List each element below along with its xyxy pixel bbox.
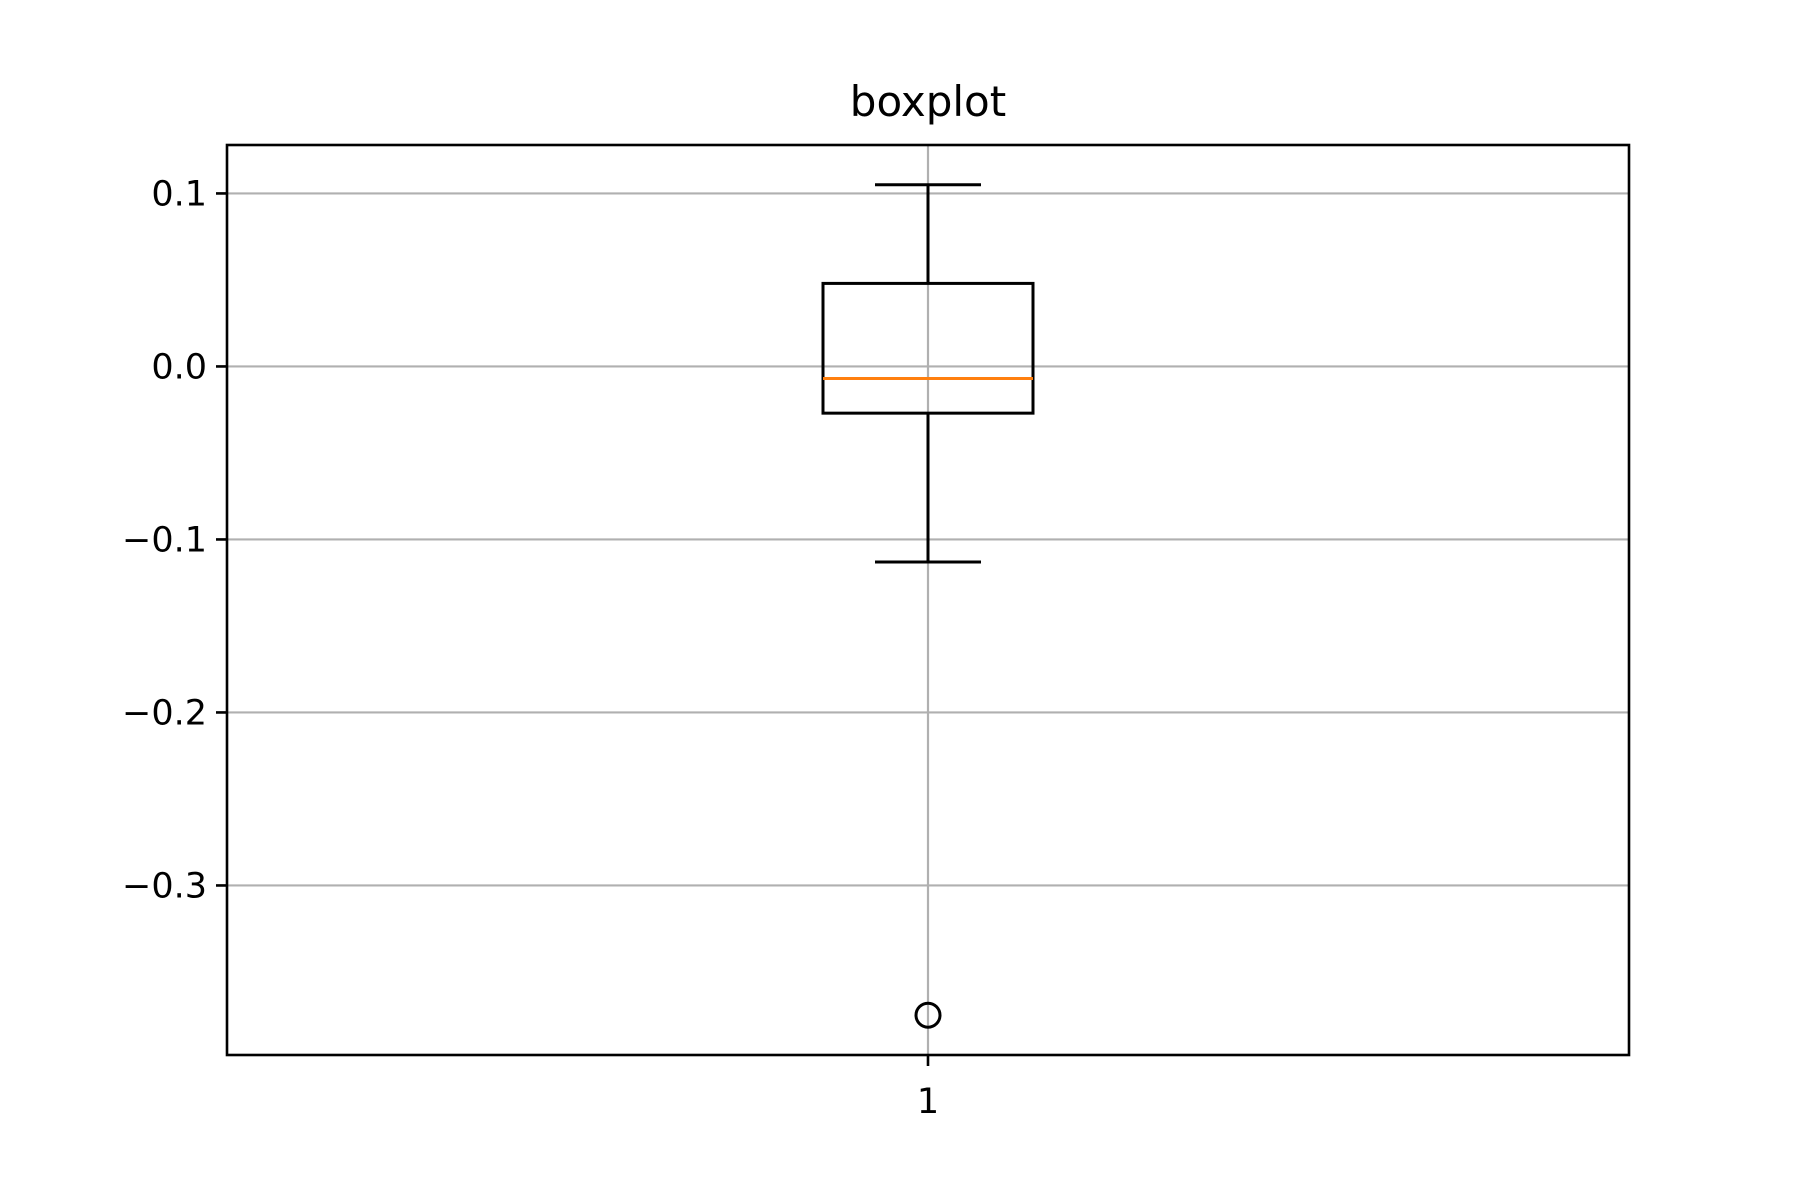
y-tick-label: 0.0 bbox=[151, 347, 207, 387]
outlier-point bbox=[914, 1001, 942, 1029]
x-tick-label: 1 bbox=[917, 1082, 939, 1122]
y-tick-label: 0.1 bbox=[151, 174, 207, 214]
y-tick-label: −0.3 bbox=[122, 866, 207, 906]
y-tick-label: −0.1 bbox=[122, 520, 207, 560]
box-iqr bbox=[821, 281, 1035, 415]
marks-layer bbox=[821, 183, 1035, 1029]
ticks-layer: 0.1 0.0 −0.1 −0.2 −0.3 1 bbox=[122, 174, 939, 1122]
y-tick-label: −0.2 bbox=[122, 693, 207, 733]
chart-title: boxplot bbox=[850, 77, 1006, 126]
